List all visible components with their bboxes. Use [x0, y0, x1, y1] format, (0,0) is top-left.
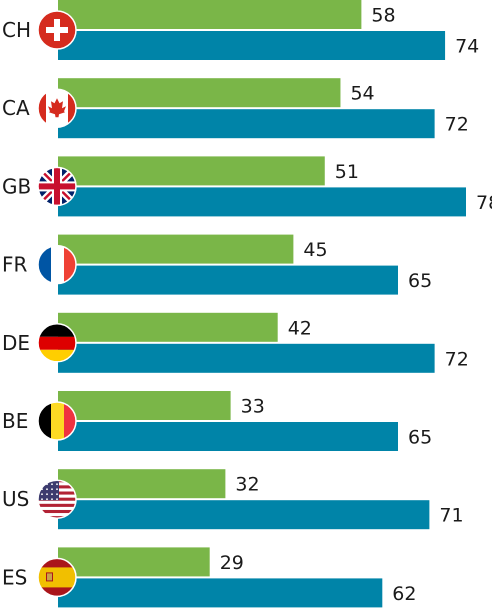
country-label-fr: FR	[2, 253, 28, 277]
chart-row-gb: 51 78 GB	[2, 156, 492, 217]
blue-bar-gb	[58, 187, 466, 217]
country-label-ch: CH	[2, 18, 31, 42]
blue-value-label-be: 65	[408, 427, 432, 449]
green-bar-de	[58, 312, 278, 342]
swiss-flag-icon	[37, 10, 77, 50]
blue-value-label-us: 71	[439, 505, 463, 527]
country-label-ca: CA	[2, 96, 30, 120]
country-label-de: DE	[2, 331, 30, 355]
green-value-label-ca: 54	[350, 83, 374, 105]
france-flag-icon	[37, 244, 77, 285]
country-label-gb: GB	[2, 174, 31, 198]
blue-bar-ca	[58, 109, 435, 139]
blue-value-label-es: 62	[392, 583, 416, 605]
blue-value-label-gb: 78	[476, 192, 492, 214]
green-value-label-de: 42	[288, 317, 312, 339]
canada-flag-icon	[37, 88, 77, 128]
chart-row-fr: 45 65 FR	[2, 234, 432, 295]
blue-bar-us	[58, 500, 430, 530]
green-bar-es	[58, 547, 210, 577]
chart-row-ch: 58 74 CH	[2, 0, 479, 60]
green-bar-fr	[58, 234, 294, 264]
chart-row-us: 32 71 US	[2, 469, 464, 530]
blue-bar-fr	[58, 265, 398, 295]
belgium-flag-icon	[37, 401, 77, 441]
green-bar-gb	[58, 156, 325, 186]
green-bar-us	[58, 469, 226, 499]
green-value-label-us: 32	[235, 474, 259, 496]
green-value-label-ch: 58	[371, 5, 395, 27]
green-bar-ca	[58, 78, 341, 108]
blue-bar-be	[58, 422, 398, 451]
green-bar-be	[58, 391, 231, 420]
blue-bar-es	[58, 578, 383, 608]
blue-value-label-fr: 65	[408, 270, 432, 292]
green-value-label-fr: 45	[303, 239, 327, 261]
country-label-be: BE	[2, 409, 28, 433]
chart-row-es: 29 62 ES	[2, 547, 416, 608]
germany-flag-icon	[37, 323, 77, 363]
uk-flag-icon	[37, 166, 77, 207]
blue-bar-de	[58, 343, 435, 373]
spain-flag-icon	[37, 557, 77, 598]
blue-value-label-de: 72	[445, 348, 469, 370]
country-label-us: US	[2, 487, 29, 511]
green-bar-ch	[58, 0, 362, 29]
country-label-es: ES	[2, 565, 27, 589]
green-value-label-be: 33	[241, 396, 265, 418]
chart-row-be: 33 65 BE	[2, 391, 432, 451]
chart-row-de: 42 72 DE	[2, 312, 469, 373]
green-value-label-gb: 51	[335, 161, 359, 183]
usa-flag-icon	[37, 479, 77, 519]
blue-value-label-ch: 74	[455, 36, 479, 58]
blue-value-label-ca: 72	[445, 114, 469, 136]
chart-row-ca: 54 72 CA	[2, 78, 469, 139]
green-value-label-es: 29	[220, 552, 244, 574]
blue-bar-ch	[58, 31, 446, 60]
